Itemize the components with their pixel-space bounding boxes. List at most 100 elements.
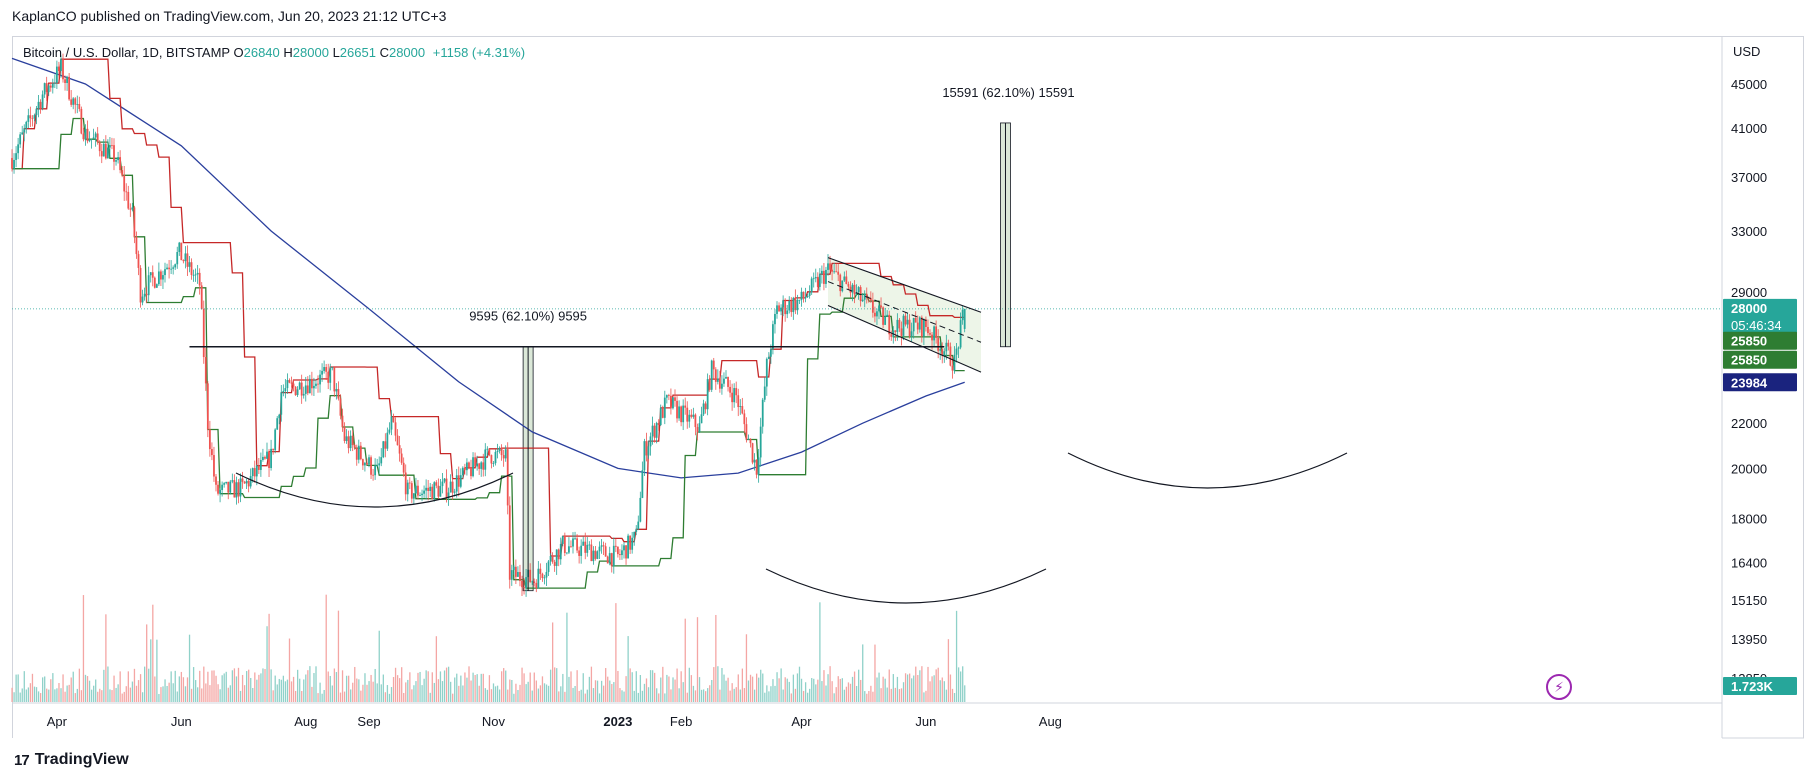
volume-bar [723, 674, 725, 702]
candle [190, 258, 193, 280]
candle [904, 311, 907, 327]
candle-body [149, 272, 152, 276]
volume-bar [919, 670, 921, 702]
volume-bar [364, 673, 366, 702]
volume-bar [772, 679, 774, 702]
y-tick-label: 41000 [1731, 121, 1767, 136]
volume-bar [139, 674, 142, 702]
volume-bar [241, 674, 244, 702]
volume-bar [101, 690, 103, 702]
candle-body [282, 390, 285, 393]
candle-body [627, 535, 629, 559]
volume-bar [957, 667, 960, 702]
low-label: L [332, 45, 340, 60]
volume-bar [272, 690, 274, 702]
candle [702, 399, 705, 417]
candle [529, 563, 532, 583]
candle [874, 306, 876, 323]
candle-body [686, 407, 689, 422]
volume-bar [684, 618, 686, 702]
volume-bar [323, 690, 325, 702]
volume-bar [678, 688, 680, 702]
candle-body [955, 348, 958, 355]
candle [361, 458, 364, 470]
volume-bar [174, 670, 176, 702]
candle [584, 532, 587, 560]
volume-bar [423, 678, 425, 702]
candle-body [235, 482, 238, 498]
candle-body [621, 550, 623, 556]
volume-bar [286, 679, 289, 702]
volume-bar [325, 594, 327, 702]
volume-bar [880, 688, 882, 702]
volume-bar [586, 689, 588, 702]
volume-bar [225, 671, 227, 702]
volume-bar [668, 676, 670, 702]
candle-body [166, 267, 168, 270]
candle [296, 386, 299, 397]
candle-body [298, 382, 301, 390]
candle [706, 373, 709, 416]
candle-body [931, 334, 933, 341]
candle [292, 379, 295, 392]
candle-body [806, 295, 809, 297]
candle [17, 137, 20, 160]
candle-body [578, 550, 581, 556]
candle [786, 304, 789, 319]
candle-body [215, 476, 217, 485]
candle [372, 469, 374, 481]
volume-bar [368, 681, 370, 702]
volume-bar [911, 678, 913, 702]
candle [188, 255, 191, 273]
volume-bar [35, 687, 38, 702]
candle-body [949, 346, 952, 366]
candle-body [74, 98, 77, 105]
candle [533, 578, 536, 587]
candle-body [694, 414, 697, 428]
candle [180, 242, 183, 261]
candle [806, 293, 809, 298]
candle [66, 75, 68, 91]
candle [41, 90, 44, 111]
candle [264, 455, 266, 460]
candle-body [262, 456, 264, 460]
candle-body [208, 429, 211, 450]
candle-body [657, 422, 660, 425]
candle [129, 203, 132, 217]
candle-body [180, 242, 183, 261]
candle [474, 452, 476, 467]
candle [408, 477, 411, 490]
volume-bar [743, 688, 746, 702]
candle-body [243, 481, 246, 484]
volume-bar [168, 682, 170, 702]
volume-bar [243, 685, 246, 702]
candle-body [827, 263, 829, 270]
candle-body [823, 270, 825, 284]
y-tick-label: 22000 [1731, 416, 1767, 431]
volume-bar [562, 673, 564, 702]
volume-bar [511, 680, 513, 702]
candle [90, 138, 93, 149]
candle [323, 360, 326, 374]
volume-bar [625, 676, 627, 702]
candle [882, 306, 884, 329]
candle [710, 359, 713, 393]
candle [955, 343, 958, 363]
volume-bar [953, 693, 956, 702]
volume-bar [345, 675, 348, 702]
candle-body [490, 455, 493, 464]
volume-bar [694, 690, 697, 702]
candle [920, 315, 923, 343]
candle [684, 397, 687, 415]
candle-body [443, 478, 446, 482]
candle [743, 409, 746, 434]
volume-bar [890, 688, 892, 702]
candle-body [302, 393, 305, 396]
lightning-icon[interactable]: ⚡ [1546, 674, 1572, 700]
candle-body [568, 546, 570, 553]
volume-bar [476, 674, 478, 702]
volume-bar [549, 669, 552, 702]
candle [78, 96, 81, 112]
close-label: C [379, 45, 389, 60]
